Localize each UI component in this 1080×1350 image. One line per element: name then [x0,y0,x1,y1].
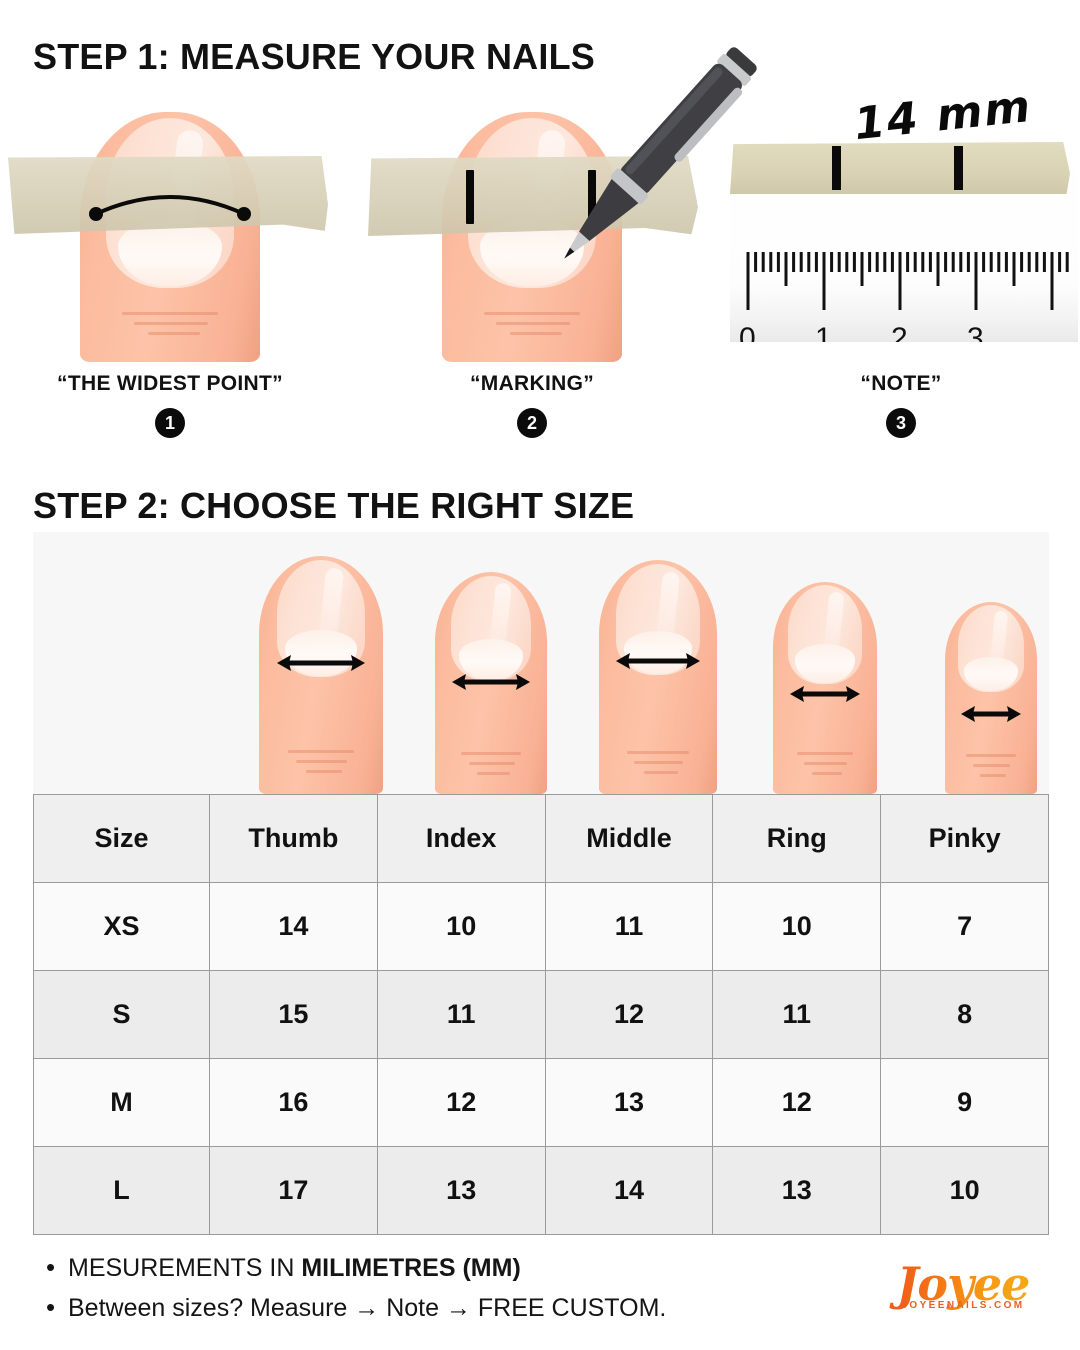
note-measurement-unit: MESUREMENTS IN MILIMETRES (MM) [40,1247,800,1288]
cell-middle: 13 [544,1058,714,1147]
mark-tick-left [466,170,474,224]
cell-size: L [33,1146,210,1235]
note-unit-prefix: MESUREMENTS IN [68,1254,302,1282]
cell-thumb: 15 [209,970,378,1059]
caption-widest-point: “THE WIDEST POINT” [57,372,283,395]
width-arrow-ring [790,685,860,702]
knuckle-lines [626,750,690,781]
knuckle-lines [461,751,521,782]
knuckle-lines [122,312,218,342]
cell-index: 12 [376,1058,546,1147]
tape-strip-icon [8,156,328,234]
size-chart-panel: Size Thumb Index Middle Ring Pinky XS 14 1… [33,532,1049,1235]
cell-size: XS [33,882,210,971]
cell-size: M [33,1058,210,1147]
caption-marking: “MARKING” [469,372,595,395]
widest-point-curve-icon [89,195,251,221]
ruler-mark-left [832,146,841,190]
finger-illustration [80,112,260,362]
finger-illustration-row [33,532,1049,794]
caption-note: “NOTE” [860,372,942,395]
svg-text:0: 0 [739,322,756,342]
cell-size: S [33,970,210,1059]
finger-illustration-index [435,572,547,794]
cell-ring: 11 [712,970,882,1059]
column-header-middle: Middle [544,794,714,883]
finger-illustration-middle [599,560,717,794]
cell-index: 10 [376,882,546,971]
step-badge-2: 2 [517,408,547,438]
finger-illustration-ring [773,582,877,794]
cell-pinky: 8 [880,970,1049,1059]
width-arrow-thumb [277,655,365,672]
cell-index: 11 [376,970,546,1059]
illustration-widest-point [0,82,340,362]
column-header-size: Size [33,794,210,883]
brand-logo-url: JOYEENAILS.COM [901,1300,1025,1311]
note-between-sizes-text: Between sizes? Measure → Note → FREE CUS… [68,1294,667,1322]
brand-logo-wordmark: Joyee [868,1258,1058,1310]
illustration-marking [352,47,757,362]
step-badge-3: 3 [886,408,916,438]
width-arrow-middle [616,652,700,669]
width-arrow-pinky [961,705,1021,722]
cell-ring: 10 [712,882,882,971]
cell-index: 13 [376,1146,546,1235]
knuckle-lines [797,752,853,782]
brand-logo[interactable]: Joyee JOYEENAILS.COM [868,1258,1058,1334]
note-between-sizes: Between sizes? Measure → Note → FREE CUS… [40,1287,800,1328]
column-header-ring: Ring [712,794,882,883]
svg-text:2: 2 [891,322,908,342]
cell-ring: 13 [712,1146,882,1235]
column-header-index: Index [376,794,546,883]
svg-text:3: 3 [967,322,984,342]
step1-heading: STEP 1: MEASURE YOUR NAILS [33,36,595,77]
cell-middle: 14 [544,1146,714,1235]
svg-text:1: 1 [815,322,832,342]
table-header-row: Size Thumb Index Middle Ring Pinky [33,794,1049,883]
cell-ring: 12 [712,1058,882,1147]
cell-pinky: 7 [880,882,1049,971]
cell-pinky: 9 [880,1058,1049,1147]
cell-thumb: 17 [209,1146,378,1235]
knuckle-lines [966,753,1016,784]
cell-thumb: 14 [209,882,378,971]
mark-tick-right [588,170,596,224]
cell-middle: 11 [544,882,714,971]
column-header-thumb: Thumb [209,794,378,883]
finger-illustration-thumb [259,556,383,794]
step-badge-1: 1 [155,408,185,438]
step2-heading: STEP 2: CHOOSE THE RIGHT SIZE [33,485,635,526]
pen-icon [564,47,757,259]
finger-illustration-pinky [945,602,1037,794]
table-row: L 17 13 14 13 10 [33,1146,1049,1235]
knuckle-lines [287,750,355,780]
cell-middle: 12 [544,970,714,1059]
width-arrow-index [452,673,530,690]
badge-wrap-2: 2 [352,408,712,438]
table-row: S 15 11 12 11 8 [33,970,1049,1059]
note-unit-bold: MILIMETRES (MM) [301,1254,521,1282]
knuckle-lines [484,312,580,342]
ruler-mark-right [954,146,963,190]
badge-wrap-1: 1 [0,408,340,438]
table-row: M 16 12 13 12 9 [33,1058,1049,1147]
table-row: XS 14 10 11 10 7 [33,882,1049,971]
size-chart-table: Size Thumb Index Middle Ring Pinky XS 14 1… [33,794,1049,1235]
tape-strip-icon [730,142,1070,194]
column-header-pinky: Pinky [880,794,1049,883]
footer-notes: MESUREMENTS IN MILIMETRES (MM) Between s… [40,1247,800,1328]
badge-wrap-3: 3 [722,408,1080,438]
cell-thumb: 16 [209,1058,378,1147]
cell-pinky: 10 [880,1146,1049,1235]
